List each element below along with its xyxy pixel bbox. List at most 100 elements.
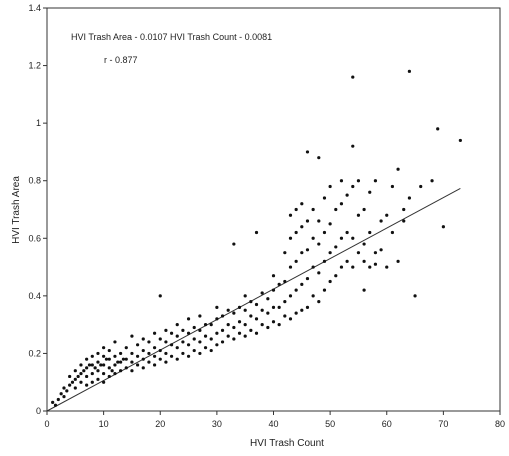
data-point: [300, 225, 304, 229]
data-point: [243, 308, 247, 312]
data-point: [203, 346, 208, 350]
data-point: [396, 259, 400, 263]
data-point: [90, 380, 94, 384]
data-point: [237, 331, 242, 335]
data-point: [351, 236, 355, 240]
data-point: [328, 251, 332, 255]
data-point: [271, 320, 276, 324]
data-point: [334, 245, 338, 249]
data-point: [68, 374, 72, 379]
data-point: [458, 138, 462, 143]
data-point: [402, 207, 406, 212]
data-point: [85, 383, 89, 387]
data-point: [254, 331, 259, 335]
data-point: [441, 225, 445, 229]
data-point: [73, 369, 77, 373]
data-point: [277, 305, 281, 309]
data-point: [130, 334, 134, 338]
data-point: [311, 207, 315, 212]
data-point: [339, 202, 344, 206]
data-point: [76, 374, 80, 379]
data-point: [51, 400, 55, 404]
r-label: r - 0.877: [104, 55, 138, 65]
x-tick-label: 60: [382, 419, 392, 429]
data-point: [362, 207, 366, 212]
y-tick-label: 0.4: [28, 291, 41, 301]
data-point: [107, 374, 111, 379]
data-point: [65, 389, 69, 393]
data-point: [136, 363, 140, 367]
data-point: [288, 265, 293, 269]
data-point: [175, 334, 179, 338]
data-point: [243, 294, 247, 298]
data-point: [300, 282, 304, 286]
data-point: [59, 392, 63, 396]
data-point: [203, 334, 208, 338]
data-point: [277, 323, 281, 327]
data-point: [85, 374, 89, 379]
data-point: [322, 259, 327, 263]
data-point: [62, 386, 66, 390]
data-point: [373, 179, 378, 183]
data-point: [215, 331, 219, 335]
data-point: [124, 366, 128, 370]
data-point: [116, 360, 120, 364]
data-point: [317, 242, 321, 246]
data-point: [283, 314, 287, 318]
data-point: [328, 222, 332, 226]
data-point: [288, 317, 293, 321]
data-point: [198, 351, 202, 356]
data-point: [305, 219, 310, 223]
data-point: [141, 366, 145, 370]
data-point: [271, 288, 276, 292]
data-point: [390, 184, 395, 189]
data-point: [164, 340, 168, 344]
data-point: [220, 340, 225, 344]
x-tick-label: 30: [212, 419, 222, 429]
data-point: [317, 219, 321, 223]
data-point: [266, 325, 270, 330]
data-point: [226, 334, 230, 338]
data-point: [119, 351, 123, 356]
data-point: [266, 297, 270, 301]
data-point: [79, 363, 83, 367]
data-point: [102, 363, 106, 367]
data-point: [294, 207, 298, 212]
data-point: [186, 331, 191, 335]
data-point: [130, 351, 134, 356]
data-point: [198, 340, 202, 344]
y-tick-label: 1: [36, 118, 41, 128]
data-point: [124, 346, 128, 350]
data-point: [407, 196, 411, 200]
data-point: [130, 360, 134, 364]
data-point: [232, 325, 236, 330]
data-point: [345, 193, 349, 197]
data-point: [385, 265, 389, 269]
data-point: [198, 328, 202, 332]
data-point: [237, 320, 242, 324]
data-point: [317, 300, 321, 304]
data-point: [175, 346, 179, 350]
data-point: [334, 274, 338, 278]
data-point: [87, 363, 92, 367]
data-point: [362, 288, 366, 292]
data-point: [130, 369, 134, 373]
data-point: [328, 184, 332, 189]
data-point: [158, 357, 162, 361]
data-point: [147, 360, 151, 364]
data-point: [300, 251, 304, 255]
data-point: [186, 317, 191, 321]
data-point: [249, 300, 253, 304]
data-point: [317, 156, 321, 160]
data-point: [413, 294, 417, 298]
data-point: [436, 127, 440, 131]
data-point: [322, 196, 327, 200]
data-point: [373, 262, 378, 266]
data-point: [158, 337, 162, 341]
data-point: [283, 251, 287, 255]
x-tick-label: 50: [325, 419, 335, 429]
data-point: [294, 311, 298, 315]
data-point: [288, 294, 293, 298]
data-point: [90, 354, 94, 358]
data-point: [175, 323, 179, 327]
